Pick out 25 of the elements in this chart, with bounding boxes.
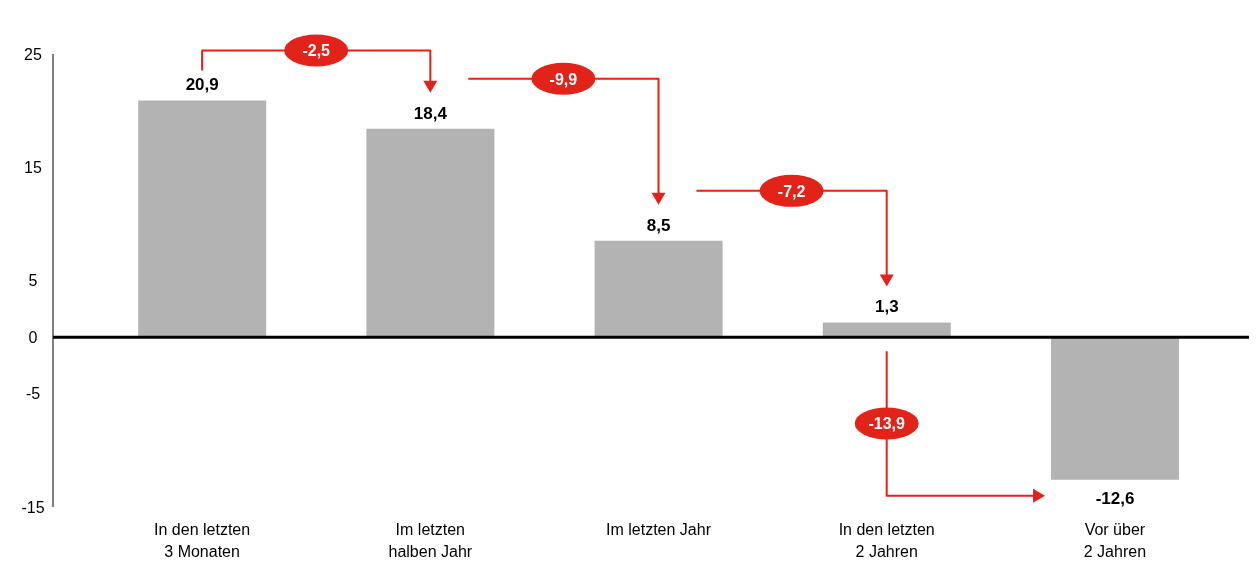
y-tick-label: 0 — [28, 328, 38, 346]
y-tick-label: -15 — [21, 498, 45, 516]
bar — [138, 100, 267, 338]
annotation: -2,5 — [302, 42, 331, 60]
x-tick-label: Vor über 2 Jahren — [1083, 521, 1147, 560]
y-tick-label: -5 — [25, 385, 41, 403]
y-tick-label: 25 — [24, 45, 42, 63]
y-tick-label: 15 — [24, 158, 42, 176]
y-tick-label: 5 — [28, 272, 38, 290]
data-label: 8,5 — [646, 215, 671, 235]
data-label: -12,6 — [1095, 488, 1135, 508]
data-label: 1,3 — [874, 297, 899, 317]
annotation: -9,9 — [549, 70, 578, 88]
data-label: 20,9 — [185, 75, 219, 95]
annotation: -13,9 — [868, 415, 906, 433]
bar — [822, 322, 951, 338]
data-label: 18,4 — [413, 103, 448, 123]
bar — [594, 240, 723, 338]
x-tick-label: In den letzten 3 Monaten — [154, 521, 251, 560]
x-tick-label: Im letzten Jahr — [606, 521, 712, 538]
bar — [1051, 337, 1179, 480]
annotation: -7,2 — [777, 182, 806, 200]
bar — [366, 128, 495, 338]
x-tick-label: In den letzten 2 Jahren — [838, 521, 935, 560]
x-tick-label: Im letzten halben Jahr — [388, 521, 473, 560]
